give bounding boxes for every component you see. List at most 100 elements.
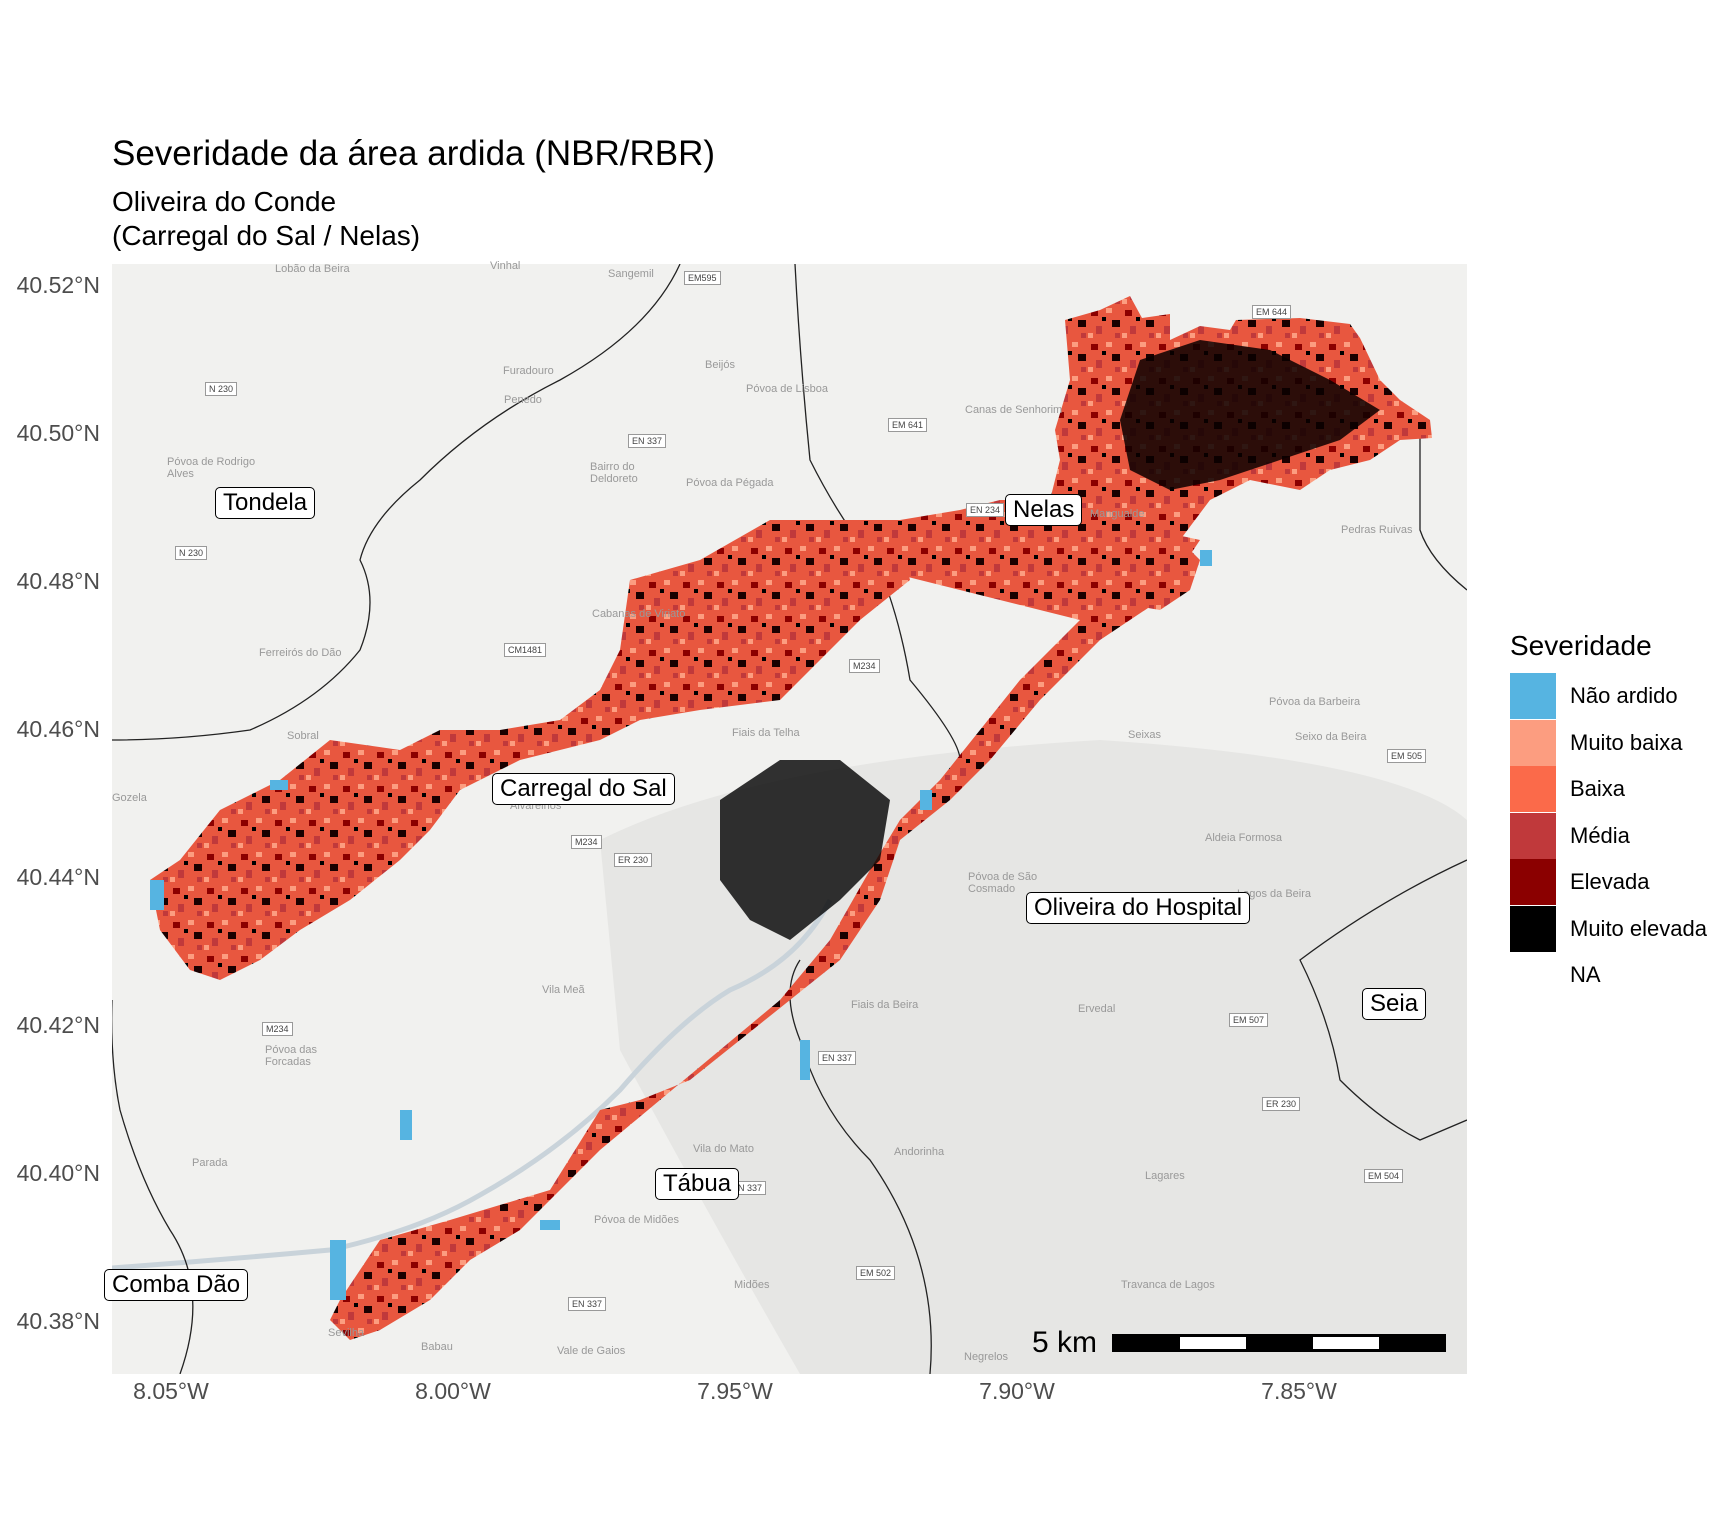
- minor-place-label: Aldeia Formosa: [1205, 832, 1283, 844]
- minor-place-label: Póvoa de Rodrigo Alves: [167, 456, 256, 480]
- minor-place-label: Póvoa da Barbeira: [1269, 696, 1361, 708]
- minor-place-label: Pedras Ruivas: [1341, 524, 1413, 536]
- minor-place-label: Negrelos: [964, 1351, 1009, 1363]
- burn-central-core: [720, 760, 890, 940]
- road-shield: EN 337: [818, 1051, 857, 1065]
- scale-bar-label: 5 km: [1032, 1326, 1098, 1359]
- minor-place-label: Seixo da Beira: [1295, 731, 1367, 743]
- place-label-seia: Seia: [1362, 988, 1427, 1020]
- minor-place-label: Vinhal: [490, 260, 521, 272]
- minor-place-label: Penedo: [504, 394, 542, 406]
- place-label-tabua: Tábua: [655, 1168, 740, 1200]
- legend-label: Muito baixa: [1570, 730, 1683, 755]
- chart-subtitle: Oliveira do Conde (Carregal do Sal / Nel…: [112, 186, 421, 251]
- river: [112, 898, 833, 1271]
- chart-title: Severidade da área ardida (NBR/RBR): [112, 134, 716, 173]
- unburned-fringes: [150, 550, 1212, 1300]
- minor-place-label: Póvoa de Midões: [594, 1214, 679, 1226]
- place-label-tondela: Tondela: [215, 487, 316, 519]
- legend-item-nao-ardido: Não ardido: [1510, 673, 1728, 719]
- minor-place-label: Lagos da Beira: [1237, 888, 1311, 900]
- minor-place-label: Póvoa das Forcadas: [265, 1044, 317, 1068]
- place-label-oliveira-do-hospital: Oliveira do Hospital: [1026, 892, 1251, 924]
- minor-place-label: Canas de Senhorim: [965, 404, 1063, 416]
- minor-place-label: Gozela: [112, 792, 147, 804]
- y-tick-label: 40.44°N: [16, 864, 100, 890]
- road-shield: EM595: [684, 271, 721, 285]
- minor-place-label: Lagares: [1145, 1170, 1185, 1182]
- burn-nw: [150, 520, 910, 980]
- road-shield: N 230: [205, 382, 238, 396]
- road-shield: EN 337: [628, 434, 667, 448]
- legend-item-baixa: Baixa: [1510, 766, 1728, 812]
- minor-place-label: Póvoa de São Cosmado: [968, 871, 1038, 895]
- minor-place-label: Cabanas de Viriato: [592, 608, 686, 620]
- minor-place-label: Fiais da Telha: [732, 727, 800, 739]
- y-tick-label: 40.48°N: [16, 568, 100, 594]
- legend-label: Baixa: [1570, 776, 1626, 801]
- minor-place-label: Póvoa da Pégada: [686, 477, 774, 489]
- minor-place-label: Furadouro: [503, 365, 554, 377]
- legend-label: NA: [1570, 962, 1601, 987]
- minor-place-label: Lobão da Beira: [275, 263, 350, 275]
- place-label-carregal-do-sal: Carregal do Sal: [492, 773, 675, 805]
- burn-ne-core: [1120, 340, 1380, 490]
- legend-swatch: [1510, 859, 1556, 905]
- legend-item-media: Média: [1510, 813, 1728, 859]
- x-tick-label: 8.05°W: [133, 1378, 209, 1404]
- minor-place-label: Ervedal: [1078, 1003, 1116, 1015]
- road-shield: EM 505: [1387, 749, 1427, 763]
- minor-place-label: Midões: [734, 1279, 770, 1291]
- road-shield: EM 504: [1364, 1169, 1404, 1183]
- road-shield: EM 641: [888, 418, 928, 432]
- legend-item-na: NA: [1510, 952, 1728, 998]
- minor-place-label: Fiais da Beira: [851, 999, 919, 1011]
- legend-swatch: [1510, 813, 1556, 859]
- y-tick-label: 40.52°N: [16, 272, 100, 298]
- x-tick-label: 8.00°W: [415, 1378, 491, 1404]
- minor-place-label: Sevilha: [328, 1327, 365, 1339]
- legend-label: Média: [1570, 823, 1630, 848]
- minor-place-label: Travanca de Lagos: [1121, 1279, 1215, 1291]
- road-shield: EN 234: [966, 503, 1005, 517]
- minor-place-label: Sangemil: [608, 268, 654, 280]
- y-tick-label: 40.42°N: [16, 1012, 100, 1038]
- minor-place-label: Seixas: [1128, 729, 1162, 741]
- y-tick-label: 40.38°N: [16, 1308, 100, 1334]
- legend-swatch: [1510, 952, 1556, 998]
- minor-place-label: Mangualde: [1090, 508, 1145, 520]
- y-tick-label: 40.50°N: [16, 420, 100, 446]
- road-shield: M234: [849, 659, 880, 673]
- minor-place-label: Babau: [421, 1341, 453, 1353]
- minor-place-label: Parada: [192, 1157, 228, 1169]
- burn-central: [330, 500, 1200, 1340]
- minor-place-label: Beijós: [705, 359, 735, 371]
- minor-place-label: Andorinha: [894, 1146, 945, 1158]
- road-shield: EM 644: [1252, 305, 1292, 319]
- x-tick-label: 7.85°W: [1261, 1378, 1337, 1404]
- y-tick-label: 40.40°N: [16, 1160, 100, 1186]
- minor-place-label: Sobral: [287, 730, 319, 742]
- road-shield: EM 502: [856, 1266, 896, 1280]
- road-shield: M234: [262, 1022, 293, 1036]
- minor-place-label: Póvoa de Lisboa: [746, 383, 828, 395]
- minor-place-label: Bairro do Deldoreto: [590, 461, 638, 485]
- y-tick-label: 40.46°N: [16, 716, 100, 742]
- place-label-comba-dao: Comba Dão: [104, 1269, 249, 1301]
- legend-title: Severidade: [1510, 630, 1652, 661]
- municipal-boundaries: [112, 264, 1467, 1374]
- legend-label: Muito elevada: [1570, 916, 1707, 941]
- place-label-nelas: Nelas: [1005, 494, 1083, 526]
- legend-label: Não ardido: [1570, 683, 1678, 708]
- x-tick-label: 7.90°W: [979, 1378, 1055, 1404]
- legend-swatch: [1510, 720, 1556, 766]
- legend-item-muito-elevada: Muito elevada: [1510, 906, 1728, 952]
- road-shield: EN 337: [568, 1297, 607, 1311]
- scale-bar: [1112, 1334, 1446, 1352]
- road-shield: ER 230: [1262, 1097, 1301, 1111]
- road-shield: M234: [571, 835, 602, 849]
- legend-label: Elevada: [1570, 869, 1650, 894]
- legend-item-elevada: Elevada: [1510, 859, 1728, 905]
- road-shield: EM 507: [1229, 1013, 1269, 1027]
